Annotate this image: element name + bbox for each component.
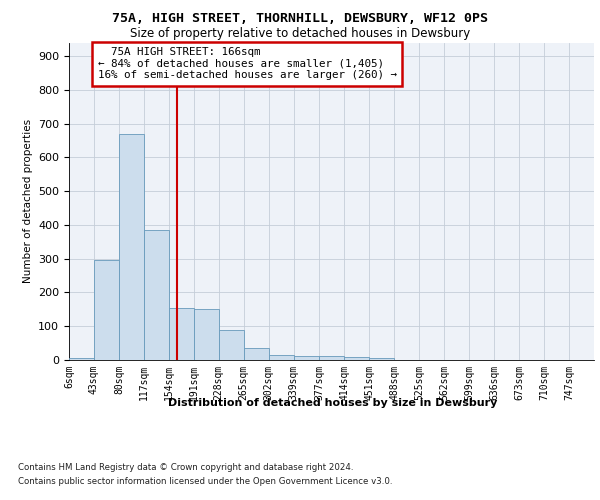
Bar xyxy=(269,356,294,360)
Bar xyxy=(94,260,119,360)
Bar xyxy=(244,348,269,360)
Bar xyxy=(319,356,344,360)
Bar xyxy=(169,308,194,360)
Bar xyxy=(119,134,144,360)
Text: Contains public sector information licensed under the Open Government Licence v3: Contains public sector information licen… xyxy=(18,478,392,486)
Bar xyxy=(369,358,394,360)
Bar xyxy=(69,358,94,360)
Y-axis label: Number of detached properties: Number of detached properties xyxy=(23,119,32,284)
Bar xyxy=(194,308,219,360)
Bar xyxy=(144,230,169,360)
Bar xyxy=(294,356,319,360)
Text: Size of property relative to detached houses in Dewsbury: Size of property relative to detached ho… xyxy=(130,28,470,40)
Text: Distribution of detached houses by size in Dewsbury: Distribution of detached houses by size … xyxy=(169,398,497,407)
Text: 75A, HIGH STREET, THORNHILL, DEWSBURY, WF12 0PS: 75A, HIGH STREET, THORNHILL, DEWSBURY, W… xyxy=(112,12,488,26)
Bar xyxy=(344,356,369,360)
Text: 75A HIGH STREET: 166sqm
← 84% of detached houses are smaller (1,405)
16% of semi: 75A HIGH STREET: 166sqm ← 84% of detache… xyxy=(98,48,397,80)
Text: Contains HM Land Registry data © Crown copyright and database right 2024.: Contains HM Land Registry data © Crown c… xyxy=(18,462,353,471)
Bar xyxy=(219,330,244,360)
